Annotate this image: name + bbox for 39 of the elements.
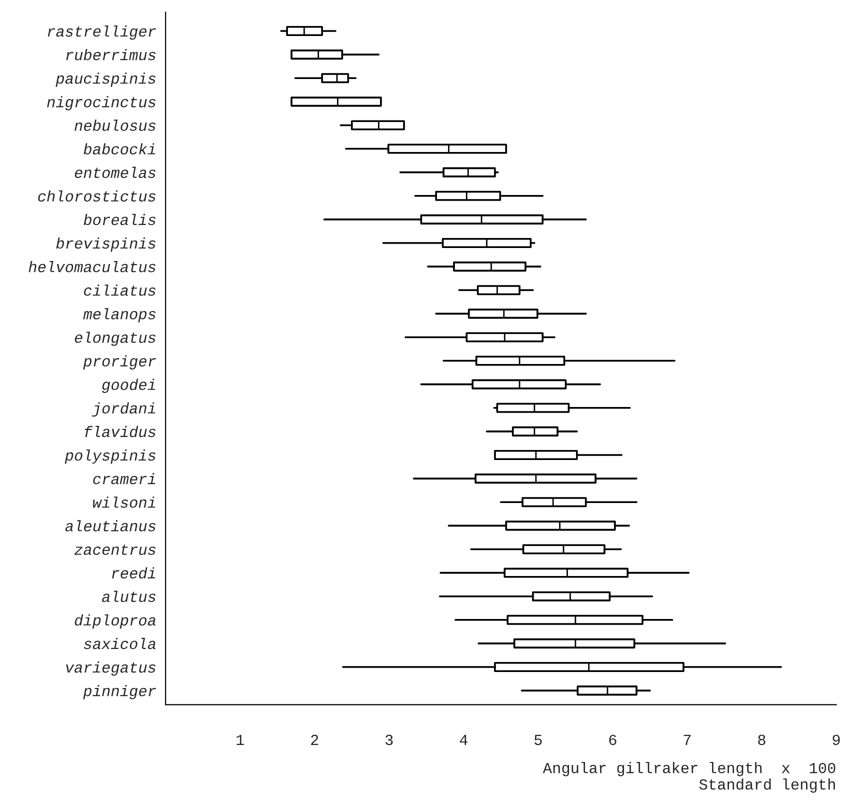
x-axis-title: Angular gillraker length x 100 Standard length xyxy=(542,762,836,793)
y-tick-label: diploproa xyxy=(74,614,156,629)
y-tick-label: alutus xyxy=(102,590,156,602)
y-tick-label: jordani xyxy=(92,402,156,417)
y-tick-label: borealis xyxy=(84,214,156,226)
y-tick-label: ciliatus xyxy=(84,284,156,296)
y-tick-label: nigrocinctus xyxy=(47,96,156,110)
y-tick-label: entomelas xyxy=(74,166,156,178)
x-tick-label: 6 xyxy=(609,734,616,746)
y-tick-label: variegatus xyxy=(66,661,156,676)
y-tick-label: polyspinis xyxy=(64,449,156,464)
y-tick-label: babcocki xyxy=(84,143,156,154)
y-tick-label: helvomaculatus xyxy=(28,261,156,272)
y-tick-label: reedi xyxy=(112,567,156,579)
y-tick-label: elongatus xyxy=(74,332,156,346)
y-tick-label: rastrelliger xyxy=(48,25,156,40)
y-tick-label: flavidus xyxy=(84,426,156,438)
x-tick-label: 9 xyxy=(832,734,840,746)
y-tick-label: saxicola xyxy=(84,638,156,650)
x-tick-label: 4 xyxy=(460,734,468,745)
y-tick-label: pinniger xyxy=(83,685,156,700)
y-tick-label: wilsoni xyxy=(93,496,156,508)
x-tick-label: 7 xyxy=(684,734,691,745)
y-tick-label: brevispinis xyxy=(56,237,156,252)
y-tick-label: crameri xyxy=(93,473,156,484)
x-tick-label: 8 xyxy=(758,734,766,746)
y-tick-label: goodei xyxy=(102,378,156,394)
y-tick-label: aleutianus xyxy=(65,520,156,532)
y-tick-label: chlorostictus xyxy=(38,190,156,202)
x-tick-label: 3 xyxy=(385,734,393,746)
y-tick-label: zacentrus xyxy=(74,544,156,555)
y-tick-label: nebulosus xyxy=(74,120,156,131)
x-tick-label: 5 xyxy=(534,734,542,746)
x-tick-label: 2 xyxy=(311,734,318,745)
y-tick-label: paucispinis xyxy=(56,72,156,87)
y-tick-label: ruberrimus xyxy=(66,49,156,60)
x-tick-label: 1 xyxy=(236,734,244,745)
y-tick-label: melanops xyxy=(83,308,156,322)
y-tick-label: proriger xyxy=(83,355,156,370)
